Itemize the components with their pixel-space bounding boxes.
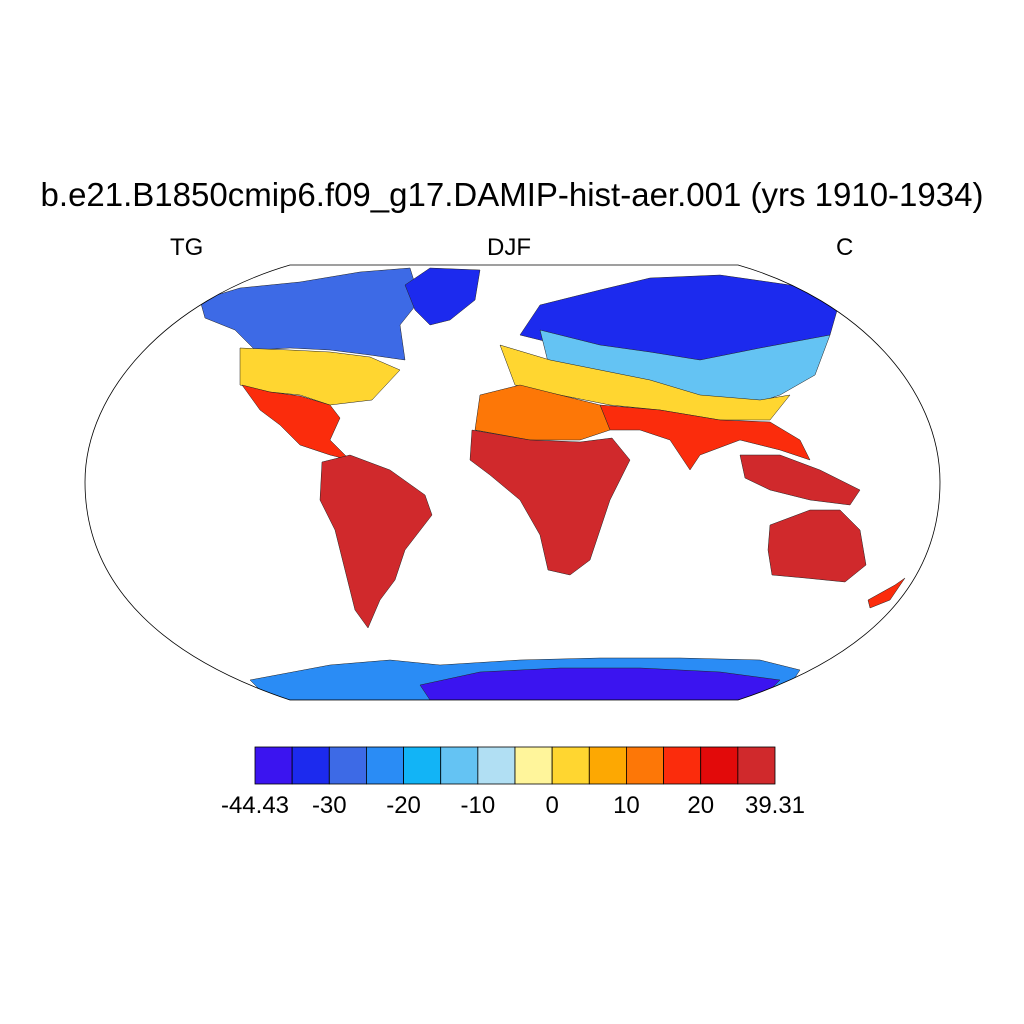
colorbar-swatch xyxy=(254,746,293,785)
colorbar-swatch xyxy=(366,746,404,785)
colorbar-swatch xyxy=(477,746,516,785)
colorbar-swatch xyxy=(403,746,442,785)
colorbar-tick-label: 0 xyxy=(545,792,559,819)
subtitle-variable: TG xyxy=(170,234,204,261)
land-south-america xyxy=(319,454,433,629)
colorbar-tick-label: -44.43 xyxy=(220,792,290,819)
map-outline xyxy=(84,264,941,701)
colorbar-tick-label: 10 xyxy=(613,792,640,819)
colorbar-swatch xyxy=(700,746,739,785)
subtitle-units: C xyxy=(836,234,854,261)
colorbar-swatch xyxy=(514,746,553,785)
land-new-zealand xyxy=(867,577,906,609)
colorbar-swatch xyxy=(588,746,627,785)
land-africa xyxy=(469,429,631,576)
land-antarctica-core xyxy=(419,667,781,700)
colorbar-tick-label: -20 xyxy=(386,792,421,819)
land-north-america-south xyxy=(241,384,351,461)
land-north-america-north xyxy=(199,267,421,361)
land-africa-north xyxy=(474,384,611,441)
colorbar-swatch xyxy=(291,746,330,785)
land-greenland xyxy=(404,267,481,326)
colorbar-tick-label: 39.31 xyxy=(744,792,806,819)
colorbar-swatch xyxy=(440,746,479,785)
colorbar-tick-label: -10 xyxy=(460,792,496,819)
colorbar-tick-label: -30 xyxy=(311,792,347,819)
colorbar-tick-label: 20 xyxy=(687,792,715,819)
plot-title: b.e21.B1850cmip6.f09_g17.DAMIP-hist-aer.… xyxy=(40,176,984,213)
land-australia xyxy=(767,509,867,583)
colorbar-swatch xyxy=(663,746,702,785)
colorbar-swatch xyxy=(328,746,367,785)
colorbar-swatch xyxy=(737,746,776,785)
colorbar-swatch xyxy=(551,746,590,785)
colorbar-swatch xyxy=(626,746,664,785)
land-eurasia-warm xyxy=(499,344,791,421)
subtitle-season: DJF xyxy=(487,234,531,261)
land-south-asia xyxy=(599,404,811,471)
land-southeast-asia xyxy=(739,454,861,506)
